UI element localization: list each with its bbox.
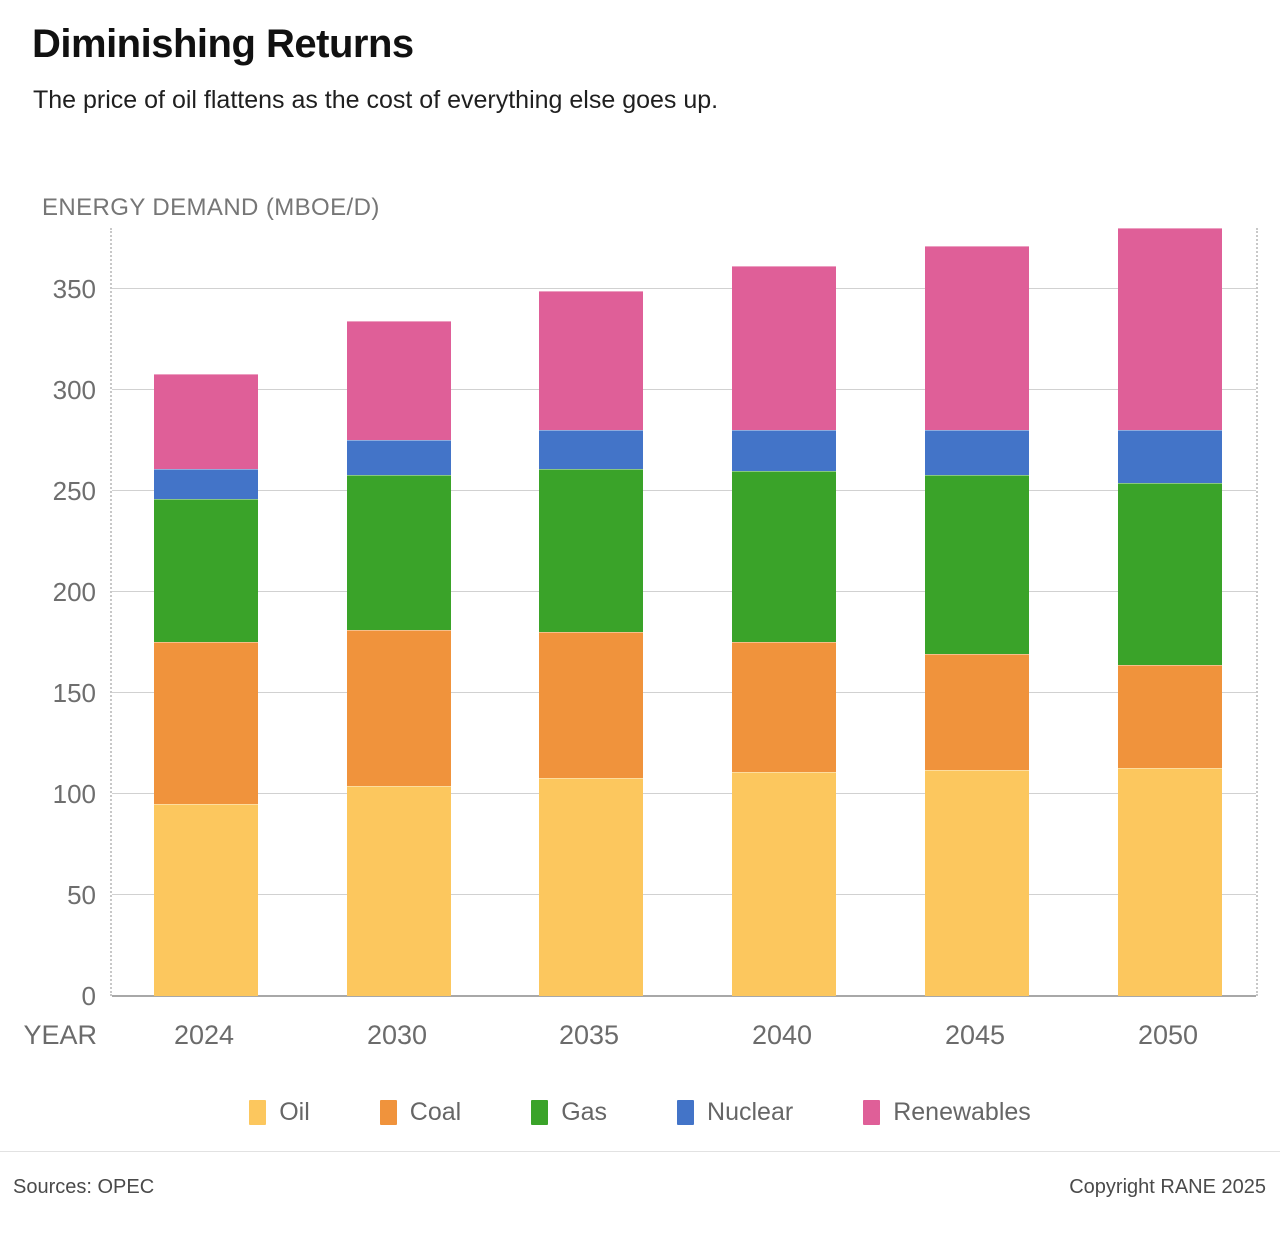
bar-segment-nuclear-2045 [925,430,1029,475]
stacked-bar-chart: 0 50 100 150 200 250 300 350 2024 2030 2035 2040 20… [0,228,1280,1050]
y-tick-label-0: 0 [81,981,96,1011]
legend-item-nuclear: Nuclear [677,1098,793,1127]
copyright-text: Copyright RANE 2025 [1069,1176,1266,1198]
legend-label-coal: Coal [409,1098,462,1126]
bar-segment-oil-2045 [925,769,1029,996]
legend-item-coal: Coal [379,1098,462,1127]
gridline-50 [112,893,1256,895]
legend-swatch-gas [531,1100,549,1125]
y-axis-title: ENERGY DEMAND (MBOE/D) [42,194,380,221]
legend-label-nuclear: Nuclear [707,1098,794,1126]
bar-segment-renewables-2024 [154,373,258,469]
bar-segment-renewables-2030 [347,321,451,441]
bar-2040 [732,266,836,996]
bar-segment-gas-2040 [732,470,836,643]
legend-item-oil: Oil [249,1098,310,1127]
bar-segment-gas-2024 [154,498,258,643]
bar-segment-coal-2045 [925,654,1029,770]
x-axis-baseline [112,995,1256,997]
bar-segment-gas-2045 [925,474,1029,655]
bar-segment-coal-2030 [347,630,451,786]
legend-label-gas: Gas [561,1098,608,1126]
bar-segment-coal-2040 [732,642,836,772]
bar-segment-coal-2024 [154,642,258,804]
plot-area [110,228,1258,997]
bar-2035 [539,290,643,996]
bar-segment-gas-2050 [1118,482,1222,665]
bar-segment-renewables-2045 [925,246,1029,431]
y-tick-label-150: 150 [52,677,96,708]
x-tick-label-2024: 2024 [173,1020,235,1050]
x-tick-label-2035: 2035 [558,1020,620,1050]
page-subtitle: The price of oil flattens as the cost of… [33,86,719,114]
bar-segment-renewables-2050 [1118,228,1222,431]
legend-swatch-nuclear [677,1100,695,1125]
bar-segment-gas-2030 [347,474,451,631]
source-text: Sources: OPEC [13,1176,155,1198]
bar-segment-oil-2040 [732,771,836,996]
bar-segment-renewables-2040 [732,266,836,431]
x-tick-label-2030: 2030 [366,1020,428,1050]
gridline-100 [112,792,1256,794]
x-tick-label-2040: 2040 [751,1020,813,1050]
bar-segment-nuclear-2040 [732,430,836,471]
gridline-150 [112,691,1256,693]
legend-item-gas: Gas [531,1098,607,1127]
x-tick-label-2045: 2045 [944,1020,1006,1050]
legend-swatch-renewables [863,1100,881,1125]
bar-segment-oil-2030 [347,785,451,996]
bar-segment-nuclear-2024 [154,468,258,499]
chart-legend: Oil Coal Gas Nuclear Renewables [0,1098,1280,1127]
page-title: Diminishing Returns [32,22,414,66]
y-tick-label-200: 200 [52,576,96,607]
y-tick-label-250: 250 [52,475,96,506]
bar-segment-nuclear-2030 [347,440,451,475]
y-tick-label-300: 300 [52,374,96,405]
bar-segment-nuclear-2050 [1118,430,1222,483]
legend-swatch-oil [249,1100,267,1125]
bar-segment-oil-2050 [1118,767,1222,996]
y-tick-label-100: 100 [52,778,96,809]
gridline-200 [112,590,1256,592]
bar-segment-oil-2035 [539,777,643,996]
y-tick-label-350: 350 [52,273,96,304]
bar-segment-renewables-2035 [539,290,643,431]
footer: Sources: OPEC Copyright RANE 2025 [0,1151,1280,1199]
x-axis-title: YEAR [23,1020,97,1050]
legend-item-renewables: Renewables [863,1098,1031,1127]
legend-label-oil: Oil [279,1098,310,1126]
bar-segment-gas-2035 [539,468,643,633]
bar-2024 [154,373,258,996]
gridline-300 [112,388,1256,390]
bar-2030 [347,321,451,996]
bar-2045 [925,246,1029,996]
gridline-350 [112,287,1256,289]
x-tick-label-2050: 2050 [1137,1020,1199,1050]
legend-label-renewables: Renewables [893,1098,1031,1126]
bar-segment-nuclear-2035 [539,430,643,469]
gridline-250 [112,489,1256,491]
bar-segment-coal-2050 [1118,664,1222,768]
bar-2050 [1118,228,1222,996]
bar-segment-coal-2035 [539,632,643,778]
y-tick-label-50: 50 [67,879,96,910]
bar-segment-oil-2024 [154,804,258,996]
legend-swatch-coal [379,1100,397,1125]
